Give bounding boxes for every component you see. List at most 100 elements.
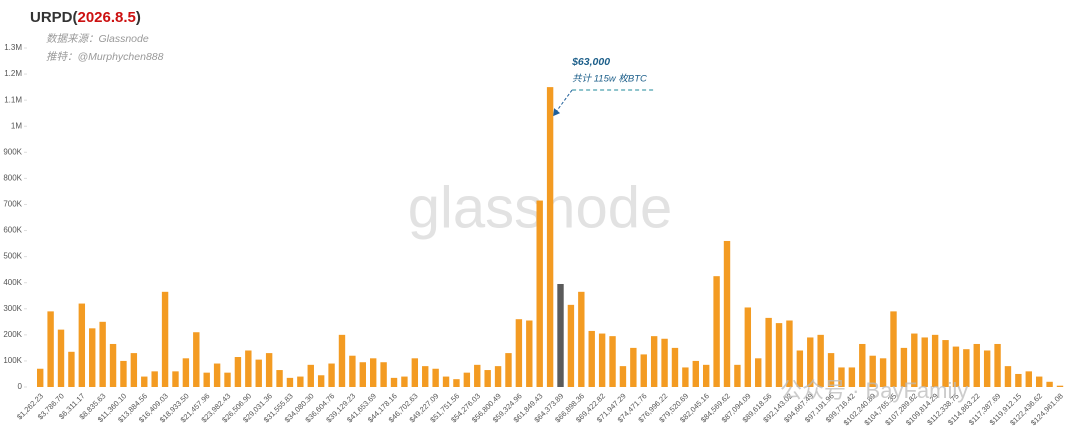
bar xyxy=(224,372,231,387)
bar xyxy=(78,303,86,387)
y-tick-label: 0 xyxy=(18,382,23,391)
y-tick-label: 700K xyxy=(3,200,22,209)
bar xyxy=(702,364,710,387)
y-tick-label: 1.3M xyxy=(4,43,22,52)
bar xyxy=(338,334,346,387)
bar xyxy=(47,311,54,387)
y-tick-label: 100K xyxy=(3,356,22,365)
bar xyxy=(1056,385,1064,387)
bar xyxy=(619,366,627,387)
bar xyxy=(723,240,731,387)
bar xyxy=(807,337,814,387)
bar xyxy=(963,349,970,387)
bar xyxy=(1046,381,1053,387)
bar xyxy=(89,328,96,387)
bar xyxy=(536,200,543,387)
bar xyxy=(380,362,387,387)
y-tick-label: 1.2M xyxy=(4,69,22,78)
bar xyxy=(755,358,762,387)
bar xyxy=(213,363,221,387)
bar xyxy=(796,350,804,387)
bar xyxy=(359,362,366,387)
bar xyxy=(1025,371,1032,387)
annotation-title: $63,000 xyxy=(571,56,610,68)
bar xyxy=(786,320,793,387)
watermark: 公众号 · BayFamily xyxy=(780,378,968,403)
bar xyxy=(453,379,460,387)
y-tick-label: 300K xyxy=(3,304,22,313)
annotation-arrow xyxy=(554,89,573,114)
bar xyxy=(234,357,242,387)
bar xyxy=(578,291,585,387)
bar xyxy=(484,370,491,387)
bar xyxy=(817,334,824,387)
bar xyxy=(1015,373,1022,387)
bar xyxy=(494,366,502,387)
bar xyxy=(317,375,325,387)
bar xyxy=(546,87,554,387)
bar xyxy=(598,333,606,387)
bar xyxy=(141,376,148,387)
bar xyxy=(474,364,481,387)
bar xyxy=(245,350,252,387)
bar xyxy=(848,367,856,387)
bar xyxy=(588,330,595,387)
y-tick-label: 1M xyxy=(11,121,22,130)
bar xyxy=(37,368,44,387)
bar xyxy=(172,371,179,387)
bar xyxy=(297,376,304,387)
bar xyxy=(109,343,117,387)
bar xyxy=(765,317,772,387)
bar xyxy=(983,350,991,387)
y-tick-label: 900K xyxy=(3,147,22,156)
bar xyxy=(671,347,679,387)
bar xyxy=(661,338,668,387)
bar xyxy=(161,291,169,387)
bar xyxy=(879,358,887,387)
bar xyxy=(432,368,439,387)
bar xyxy=(515,319,523,387)
y-tick-label: 400K xyxy=(3,278,22,287)
bar xyxy=(692,360,699,387)
bar xyxy=(890,311,897,387)
y-tick-label: 500K xyxy=(3,252,22,261)
bar xyxy=(682,367,689,387)
bar xyxy=(265,353,273,387)
bar xyxy=(827,353,835,387)
bar xyxy=(973,343,980,387)
bar xyxy=(1004,366,1012,387)
bar xyxy=(942,340,949,387)
bar xyxy=(650,336,658,387)
bar xyxy=(744,307,752,387)
bar xyxy=(900,347,908,387)
bar xyxy=(952,346,960,387)
bar xyxy=(182,358,190,387)
chart-title: URPD(2026.8.5) xyxy=(30,9,141,26)
bar xyxy=(775,323,783,387)
bar xyxy=(390,377,398,387)
bar xyxy=(526,320,533,387)
bar xyxy=(255,359,262,387)
bar xyxy=(1035,376,1043,387)
bar xyxy=(640,354,647,387)
title-part: URPD( xyxy=(30,9,78,26)
bar xyxy=(276,370,283,387)
y-tick-label: 800K xyxy=(3,173,22,182)
bar xyxy=(630,347,637,387)
bar xyxy=(713,276,720,387)
y-tick-label: 600K xyxy=(3,226,22,235)
bar xyxy=(120,360,127,387)
bar xyxy=(369,358,377,387)
bar xyxy=(994,343,1001,387)
bar xyxy=(411,358,419,387)
bar xyxy=(130,353,138,387)
title-part: 2026.8.5 xyxy=(78,9,136,26)
bar xyxy=(859,343,866,387)
title-part: ) xyxy=(136,9,141,26)
subtitle: 数据来源：Glassnode xyxy=(46,33,149,45)
y-tick-label: 200K xyxy=(3,330,22,339)
bar xyxy=(734,364,741,387)
bar xyxy=(557,283,564,387)
bar xyxy=(838,367,845,387)
